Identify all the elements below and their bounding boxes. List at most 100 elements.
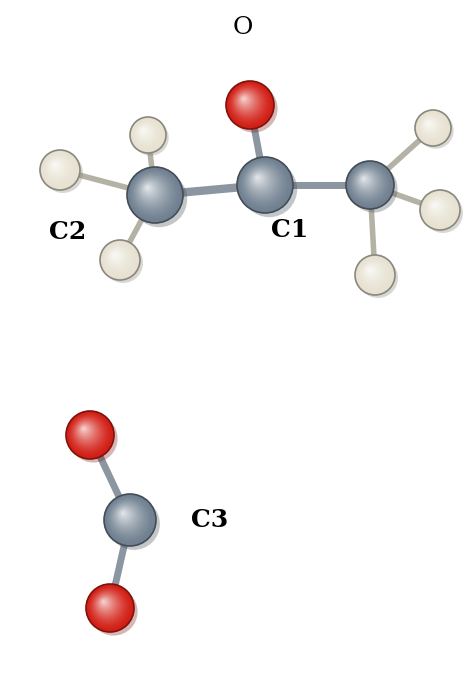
Circle shape	[425, 121, 433, 127]
Circle shape	[138, 178, 163, 203]
Circle shape	[110, 500, 145, 534]
Circle shape	[45, 155, 71, 181]
Circle shape	[75, 420, 97, 442]
Circle shape	[145, 185, 151, 191]
Circle shape	[111, 252, 119, 260]
Circle shape	[76, 421, 96, 441]
Circle shape	[421, 191, 459, 228]
Circle shape	[356, 170, 377, 192]
Circle shape	[238, 158, 291, 212]
Circle shape	[113, 503, 139, 530]
Circle shape	[434, 203, 436, 205]
Circle shape	[46, 157, 68, 178]
Circle shape	[119, 509, 129, 519]
Circle shape	[226, 81, 274, 129]
Circle shape	[48, 158, 66, 176]
Circle shape	[242, 96, 246, 101]
Circle shape	[50, 160, 62, 172]
Circle shape	[104, 243, 134, 274]
Circle shape	[353, 168, 382, 197]
Circle shape	[431, 201, 441, 211]
Circle shape	[352, 167, 383, 198]
Circle shape	[364, 264, 380, 279]
Circle shape	[420, 190, 460, 230]
Circle shape	[229, 85, 278, 133]
Circle shape	[429, 199, 443, 214]
Circle shape	[112, 502, 141, 531]
Circle shape	[71, 416, 105, 450]
Circle shape	[70, 415, 118, 462]
Circle shape	[87, 585, 132, 631]
Circle shape	[416, 111, 449, 144]
Text: C2: C2	[49, 220, 87, 244]
Circle shape	[428, 198, 446, 216]
Circle shape	[133, 173, 172, 212]
Circle shape	[99, 597, 111, 609]
Circle shape	[246, 166, 277, 197]
Circle shape	[231, 86, 265, 120]
Circle shape	[234, 89, 260, 115]
Circle shape	[144, 184, 153, 193]
Circle shape	[105, 245, 131, 271]
Circle shape	[80, 425, 90, 435]
Circle shape	[237, 92, 254, 109]
Circle shape	[143, 183, 155, 195]
Circle shape	[72, 417, 103, 448]
Circle shape	[230, 85, 266, 121]
Circle shape	[416, 111, 450, 145]
Circle shape	[418, 113, 445, 140]
Text: C1: C1	[272, 218, 309, 242]
Circle shape	[235, 89, 259, 114]
Circle shape	[137, 123, 155, 142]
Circle shape	[109, 499, 148, 538]
Circle shape	[104, 244, 132, 273]
Circle shape	[248, 168, 273, 193]
Circle shape	[431, 201, 439, 210]
Circle shape	[108, 498, 160, 550]
Circle shape	[106, 245, 130, 270]
Circle shape	[136, 123, 155, 142]
Circle shape	[428, 199, 445, 215]
Circle shape	[140, 127, 149, 136]
Circle shape	[366, 266, 374, 275]
Circle shape	[111, 502, 143, 533]
Circle shape	[425, 195, 451, 221]
Circle shape	[417, 112, 447, 142]
Circle shape	[52, 162, 58, 168]
Circle shape	[365, 265, 377, 277]
Circle shape	[430, 200, 442, 212]
Circle shape	[82, 427, 85, 430]
Circle shape	[423, 193, 463, 233]
Circle shape	[131, 171, 176, 216]
Circle shape	[141, 181, 158, 198]
Circle shape	[256, 176, 259, 179]
Circle shape	[77, 422, 94, 439]
Circle shape	[418, 113, 447, 142]
Circle shape	[362, 262, 383, 283]
Circle shape	[102, 601, 105, 603]
Circle shape	[421, 117, 439, 134]
Circle shape	[359, 258, 389, 289]
Circle shape	[109, 249, 125, 264]
Circle shape	[100, 240, 140, 280]
Circle shape	[96, 595, 116, 614]
Circle shape	[254, 174, 263, 182]
Circle shape	[369, 268, 371, 271]
Circle shape	[91, 589, 126, 624]
Circle shape	[102, 242, 136, 276]
Circle shape	[133, 119, 161, 148]
Circle shape	[232, 87, 263, 118]
Circle shape	[44, 154, 73, 184]
Circle shape	[362, 176, 366, 181]
Circle shape	[424, 195, 452, 222]
Circle shape	[241, 161, 286, 206]
Circle shape	[135, 121, 158, 145]
Circle shape	[108, 498, 149, 539]
Circle shape	[426, 196, 450, 220]
Circle shape	[253, 173, 264, 184]
Circle shape	[350, 165, 386, 201]
Circle shape	[95, 593, 118, 616]
Circle shape	[103, 243, 143, 283]
Circle shape	[238, 93, 253, 108]
Circle shape	[43, 153, 75, 185]
